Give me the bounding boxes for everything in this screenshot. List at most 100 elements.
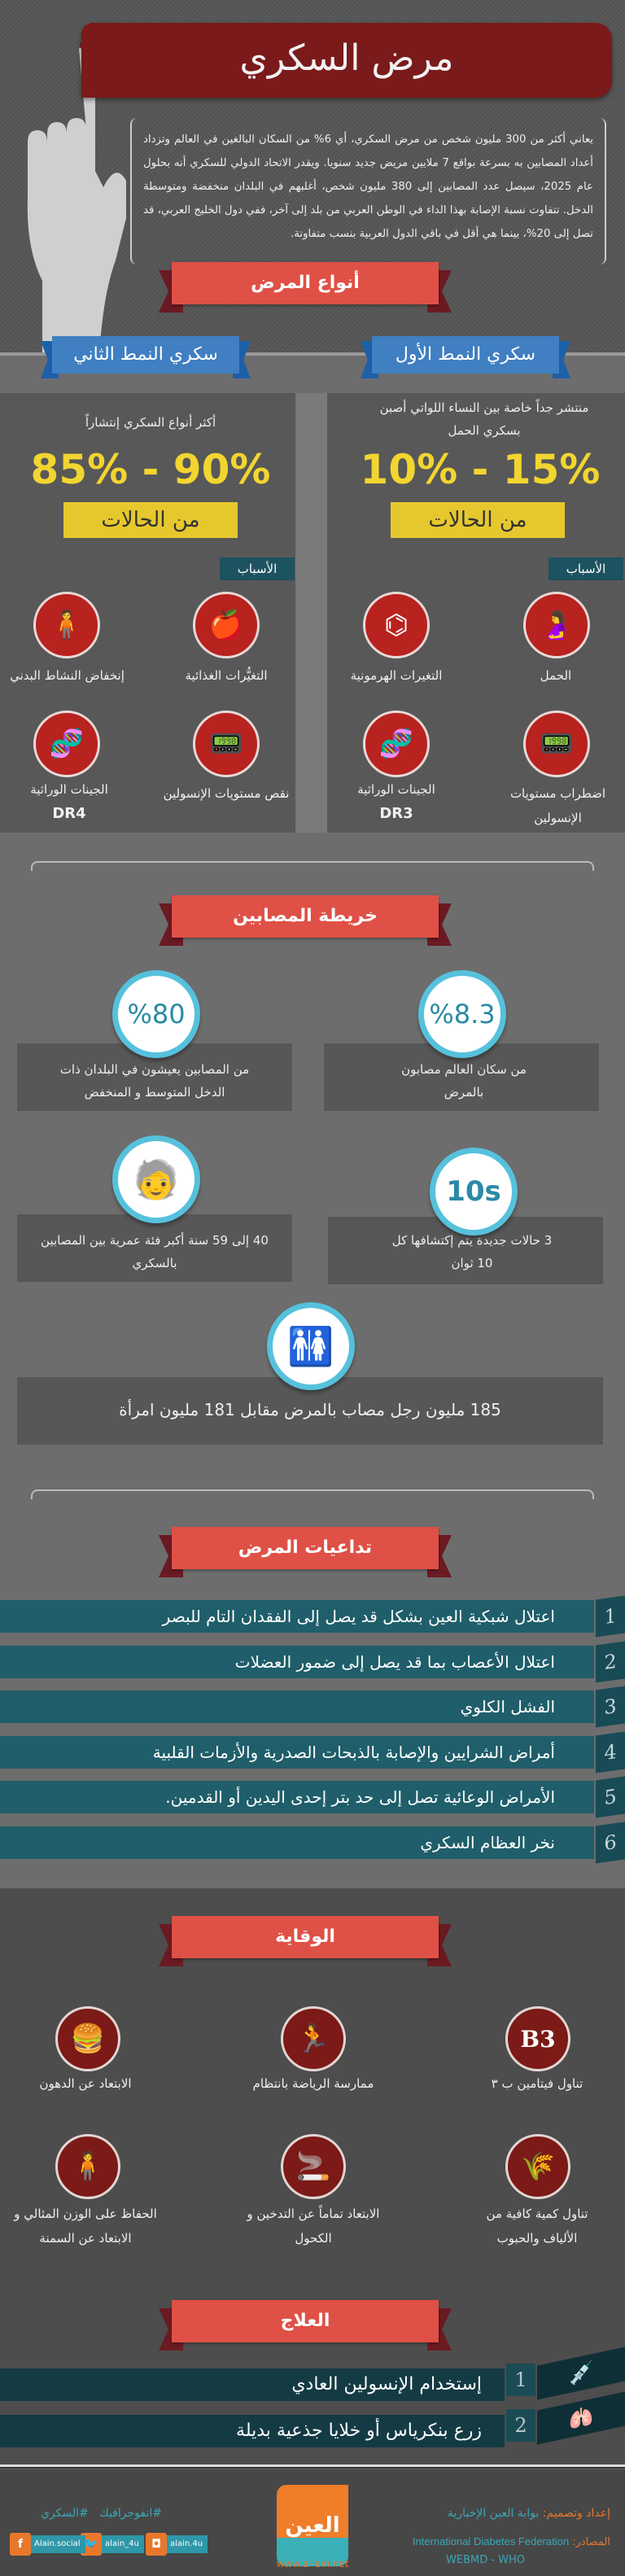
- gene-code: DR4: [52, 805, 86, 822]
- cause-label: اضطراب مستويات الإنسولين: [509, 786, 606, 825]
- stat-panel: [17, 1214, 292, 1282]
- title-banner: مرض السكري: [81, 23, 612, 98]
- stopwatch-icon: 10s: [430, 1148, 518, 1236]
- type2-ribbon: سكري النمط الثاني: [41, 336, 251, 378]
- stat-text: 40 إلى 59 سنة أكبر فئة عمرية بين المصابي…: [41, 1233, 269, 1271]
- type1-causes-label: الأسباب: [549, 558, 623, 580]
- website-link[interactable]: www.al-ain.net: [276, 2558, 349, 2569]
- elderly-couple-icon: 🧓: [112, 1135, 200, 1223]
- social-handle: Alain.social: [34, 2539, 81, 2548]
- type1-percentage: 10% - 15%: [360, 446, 601, 493]
- hashtags: #انفوجرافيك #السكري: [41, 2507, 162, 2520]
- pregnant-woman-icon: 🤰: [523, 592, 590, 658]
- twitter-link[interactable]: 🐦 alain_4u: [81, 2533, 144, 2556]
- food-icon: 🍎: [193, 592, 260, 658]
- types-title: أنواع المرض: [172, 262, 439, 304]
- prevention-label: الابتعاد عن الدهون: [39, 2076, 132, 2091]
- prevention-ribbon: الوقاية: [159, 1916, 452, 1966]
- stat-text: من المصابين يعيشون في البلدان ذات الدخل …: [59, 1062, 250, 1100]
- divider: [295, 393, 327, 833]
- sources: المصادر: International Diabetes Federati…: [413, 2535, 610, 2548]
- wheat-icon: 🌾: [505, 2134, 570, 2199]
- stat-text: 185 مليون رجل مصاب بالمرض مقابل 181 مليو…: [119, 1400, 501, 1419]
- type2-percentage: 85% - 90%: [30, 446, 271, 493]
- tired-person-icon: 🧍: [33, 592, 100, 658]
- social-handle: alain_4u: [105, 2539, 139, 2548]
- complication-row: اعتلال شبكية العين بشكل قد يصل إلى الفقد…: [0, 1600, 594, 1633]
- stat-text: 3 حالات جديدة يتم إكتشافها كل 10 ثوان: [391, 1233, 553, 1271]
- dna-icon: 🧬: [363, 711, 430, 777]
- complication-row: الأمراض الوعائية تصل إلى حد بتر إحدى الي…: [0, 1781, 594, 1813]
- complication-number: 1: [596, 1595, 625, 1638]
- treatment-ribbon: العلاج: [159, 2300, 452, 2351]
- instagram-link[interactable]: ◘ alain.4u: [146, 2533, 208, 2556]
- map-ribbon: خريطة المصابين: [159, 895, 452, 946]
- insulin-pump-icon: 📟: [193, 711, 260, 777]
- gene-code: DR3: [379, 805, 413, 822]
- burger-icon: 🍔: [55, 2006, 120, 2071]
- treadmill-icon: 🏃: [281, 2006, 346, 2071]
- instagram-icon: ◘: [146, 2533, 167, 2556]
- stat-world-percent: %8.3: [418, 970, 506, 1058]
- prevention-title: الوقاية: [172, 1916, 439, 1958]
- source-item: International Diabetes Federation: [412, 2535, 570, 2548]
- prevention-label: تناول فيتامين ب ٣: [491, 2076, 583, 2091]
- treatment-number: 2: [506, 2409, 535, 2442]
- treatment-number: 1: [506, 2364, 535, 2396]
- complication-number: 6: [596, 1822, 625, 1864]
- section-divider: [31, 1489, 594, 1499]
- complication-row: أمراض الشرايين والإصابة بالذبحات الصدرية…: [0, 1736, 594, 1769]
- type1-ribbon: سكري النمط الأول: [361, 336, 570, 378]
- hashtag[interactable]: #انفوجرافيك: [99, 2507, 162, 2520]
- complication-number: 3: [596, 1686, 625, 1728]
- credit-label: إعداد وتصميم:: [542, 2507, 610, 2520]
- hashtag[interactable]: #السكري: [41, 2507, 89, 2520]
- social-handle: alain.4u: [170, 2539, 203, 2548]
- treatment-title: العلاج: [172, 2300, 439, 2342]
- type1-description: منتشر جداً خاصة بين النساء اللواتي أصبن …: [379, 400, 589, 438]
- dna-icon: 🧬: [33, 711, 100, 777]
- type1-title: سكري النمط الأول: [372, 336, 559, 374]
- complications-title: تداعيات المرض: [172, 1527, 439, 1569]
- complication-number: 4: [596, 1731, 625, 1773]
- obese-person-icon: 🧍: [55, 2134, 120, 2199]
- cause-label: الجينات الوراثية: [30, 782, 108, 797]
- credit-value: بوابة العين الإخبارية: [447, 2507, 540, 2520]
- prevention-label: الحفاظ على الوزن المثالي و الابتعاد عن ا…: [14, 2206, 157, 2246]
- type1-cases-label: من الحالات: [391, 502, 565, 538]
- section-divider: [31, 861, 594, 871]
- intro-paragraph: يعاني أكثر من 300 مليون شخص من مرض السكر…: [130, 118, 606, 265]
- stat-text: من سكان العالم مصابون بالمرض: [401, 1062, 527, 1100]
- prevention-label: الابتعاد تماماً عن التدخين و الكحول: [247, 2206, 380, 2246]
- complication-number: 2: [596, 1641, 625, 1683]
- prevention-label: تناول كمية كافية من الألياف والحبوب: [486, 2206, 588, 2246]
- source-item: WEBMD - WHO: [446, 2554, 526, 2566]
- treatment-row: زرع بنكرياس أو خلايا جذعية بديلة: [0, 2415, 505, 2447]
- page-title: مرض السكري: [239, 37, 454, 79]
- facebook-icon: f: [10, 2533, 31, 2556]
- treatment-row: إستخدام الإنسولين العادي: [0, 2368, 505, 2401]
- divider: [0, 352, 625, 356]
- type2-cases-label: من الحالات: [63, 502, 238, 538]
- cause-label: التغيرات الهرمونية: [350, 668, 443, 683]
- map-title: خريطة المصابين: [172, 895, 439, 938]
- vitamin-b3-icon: B3: [505, 2006, 570, 2071]
- prevention-label: ممارسة الرياضة بانتظام: [252, 2076, 374, 2091]
- cigarette-icon: 🚬: [281, 2134, 346, 2199]
- cause-label: التغيُّرات الغذائية: [185, 668, 268, 683]
- complication-number: 5: [596, 1776, 625, 1818]
- types-ribbon: أنواع المرض: [159, 262, 452, 313]
- cause-label: الحمل: [540, 668, 572, 683]
- divider: [0, 2464, 625, 2469]
- molecule-icon: ⌬: [363, 592, 430, 658]
- complications-ribbon: تداعيات المرض: [159, 1527, 452, 1577]
- cause-label: الجينات الوراثية: [357, 782, 435, 797]
- cause-label: نقص مستويات الإنسولين: [163, 786, 290, 801]
- stat-low-income-percent: %80: [112, 970, 200, 1058]
- type2-causes-label: الأسباب: [220, 558, 295, 580]
- insulin-pump-icon: 📟: [523, 711, 590, 777]
- facebook-link[interactable]: f Alain.social: [10, 2533, 85, 2556]
- credit: إعداد وتصميم: بوابة العين الإخبارية: [448, 2507, 610, 2520]
- sources-label: المصادر:: [572, 2536, 610, 2548]
- type2-title: سكري النمط الثاني: [52, 336, 239, 374]
